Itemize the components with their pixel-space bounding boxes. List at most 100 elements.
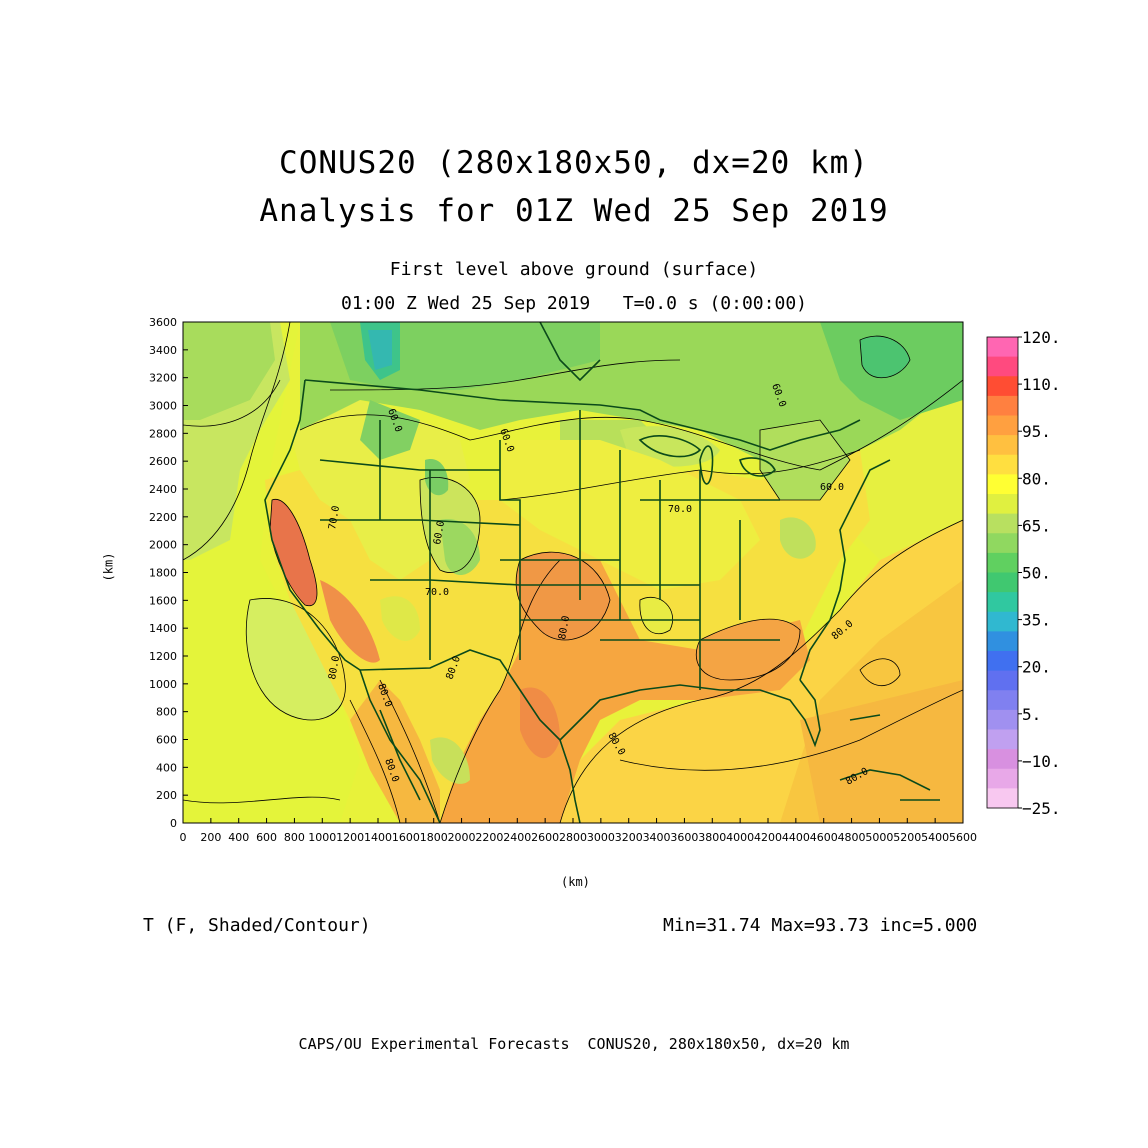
- x-tick-label: 1600: [392, 831, 420, 844]
- contour-label: 80.0: [327, 655, 342, 681]
- x-tick-label: 4200: [754, 831, 782, 844]
- colorbar-swatch: [987, 435, 1018, 456]
- plot-title: CONUS20 (280x180x50, dx=20 km): [279, 145, 869, 181]
- colorbar-swatch: [987, 572, 1018, 593]
- colorbar: 120. 110. 95. 80. 65. 50. 35. 20. 5. −10. −25.: [986, 328, 1061, 818]
- x-tick-label: 400: [228, 831, 249, 844]
- colorbar-swatch: [987, 611, 1018, 632]
- y-tick-label: 1600: [149, 594, 177, 607]
- colorbar-label: 110.: [1022, 375, 1061, 394]
- colorbar-swatch: [987, 337, 1018, 358]
- x-tick-label: 200: [200, 831, 221, 844]
- colorbar-label: 95.: [1022, 422, 1051, 441]
- colorbar-swatch: [987, 670, 1018, 691]
- y-tick-label: 2200: [149, 511, 177, 524]
- colorbar-swatch: [987, 651, 1018, 672]
- colorbar-swatch: [987, 768, 1018, 789]
- x-tick-label: 2200: [475, 831, 503, 844]
- y-tick-label: 600: [156, 734, 177, 747]
- colorbar-label: 50.: [1022, 564, 1051, 583]
- y-tick-label: 1000: [149, 678, 177, 691]
- x-tick-label: 2400: [503, 831, 531, 844]
- y-tick-label: 3400: [149, 344, 177, 357]
- x-tick-label: 1200: [336, 831, 364, 844]
- contour-label: 60.0: [432, 520, 447, 546]
- colorbar-label: 5.: [1022, 705, 1041, 724]
- variable-label: T (F, Shaded/Contour): [143, 915, 371, 936]
- colorbar-swatch: [987, 729, 1018, 750]
- colorbar-label: 20.: [1022, 658, 1051, 677]
- contour-label: 80.0: [557, 615, 572, 641]
- y-tick-label: 3000: [149, 400, 177, 413]
- x-tick-label: 3400: [643, 831, 671, 844]
- colorbar-swatch: [987, 494, 1018, 515]
- colorbar-swatch: [987, 592, 1018, 613]
- colorbar-swatch: [987, 709, 1018, 730]
- x-tick-label: 2000: [448, 831, 476, 844]
- colorbar-label: 65.: [1022, 516, 1051, 535]
- colorbar-swatch: [987, 415, 1018, 436]
- time-subtitle: 01:00 Z Wed 25 Sep 2019 T=0.0 s (0:00:00…: [341, 293, 807, 314]
- colorbar-swatch: [987, 454, 1018, 475]
- x-tick-label: 3000: [587, 831, 615, 844]
- x-tick-label: 1000: [308, 831, 336, 844]
- x-tick-label: 3600: [670, 831, 698, 844]
- colorbar-swatch: [987, 356, 1018, 377]
- y-axis: 0 200 400 600 800 1000 1200 1400 1600 1800 2000 220…: [149, 316, 188, 830]
- colorbar-label: −10.: [1022, 752, 1061, 771]
- colorbar-label: 35.: [1022, 611, 1051, 630]
- x-tick-label: 2800: [559, 831, 587, 844]
- y-tick-label: 3200: [149, 372, 177, 385]
- colorbar-swatch: [987, 631, 1018, 652]
- colorbar-swatch: [987, 552, 1018, 573]
- x-tick-label: 1800: [420, 831, 448, 844]
- y-axis-title: (km): [101, 552, 116, 582]
- colorbar-swatch: [987, 474, 1018, 495]
- contour-label: 70.0: [668, 504, 692, 515]
- x-tick-label: 4800: [838, 831, 866, 844]
- colorbar-swatch: [987, 788, 1018, 809]
- y-tick-label: 2000: [149, 539, 177, 552]
- x-axis-title: (km): [561, 875, 590, 889]
- y-tick-label: 1800: [149, 567, 177, 580]
- y-tick-label: 200: [156, 789, 177, 802]
- colorbar-label: 120.: [1022, 328, 1061, 347]
- contour-label: 60.0: [820, 482, 844, 493]
- x-tick-label: 4400: [782, 831, 810, 844]
- x-tick-label: 800: [284, 831, 305, 844]
- footer-credit: CAPS/OU Experimental Forecasts CONUS20, …: [298, 1035, 850, 1053]
- y-tick-label: 2800: [149, 427, 177, 440]
- x-axis: 0 200 400 600 800 1000 1200 1400 1600 1800 2000 220…: [180, 818, 977, 844]
- x-tick-label: 5600: [949, 831, 977, 844]
- y-tick-label: 0: [170, 817, 177, 830]
- colorbar-swatch: [987, 513, 1018, 534]
- political-boundaries: [264, 322, 940, 823]
- shaded-temperature-field: [183, 322, 963, 823]
- y-tick-label: 1200: [149, 650, 177, 663]
- x-tick-label: 5200: [893, 831, 921, 844]
- colorbar-swatch: [987, 376, 1018, 397]
- contour-label: 70.0: [425, 587, 449, 598]
- y-tick-label: 1400: [149, 622, 177, 635]
- x-tick-label: 3800: [698, 831, 726, 844]
- contour-label: 70.0: [327, 505, 342, 531]
- x-tick-label: 2600: [531, 831, 559, 844]
- y-tick-label: 2400: [149, 483, 177, 496]
- x-tick-label: 5400: [921, 831, 949, 844]
- x-tick-label: 5000: [865, 831, 893, 844]
- colorbar-swatch: [987, 395, 1018, 416]
- field-statistics: Min=31.74 Max=93.73 inc=5.000: [663, 915, 978, 936]
- x-tick-label: 4000: [726, 831, 754, 844]
- y-tick-label: 800: [156, 706, 177, 719]
- colorbar-swatch: [987, 749, 1018, 770]
- colorbar-swatch: [987, 690, 1018, 711]
- colorbar-label: 80.: [1022, 469, 1051, 488]
- y-tick-label: 400: [156, 761, 177, 774]
- contour-lines: [183, 322, 963, 823]
- analysis-time-title: Analysis for 01Z Wed 25 Sep 2019: [259, 193, 889, 229]
- x-tick-label: 600: [256, 831, 277, 844]
- colorbar-swatch: [987, 533, 1018, 554]
- x-tick-label: 1400: [364, 831, 392, 844]
- x-tick-label: 3200: [615, 831, 643, 844]
